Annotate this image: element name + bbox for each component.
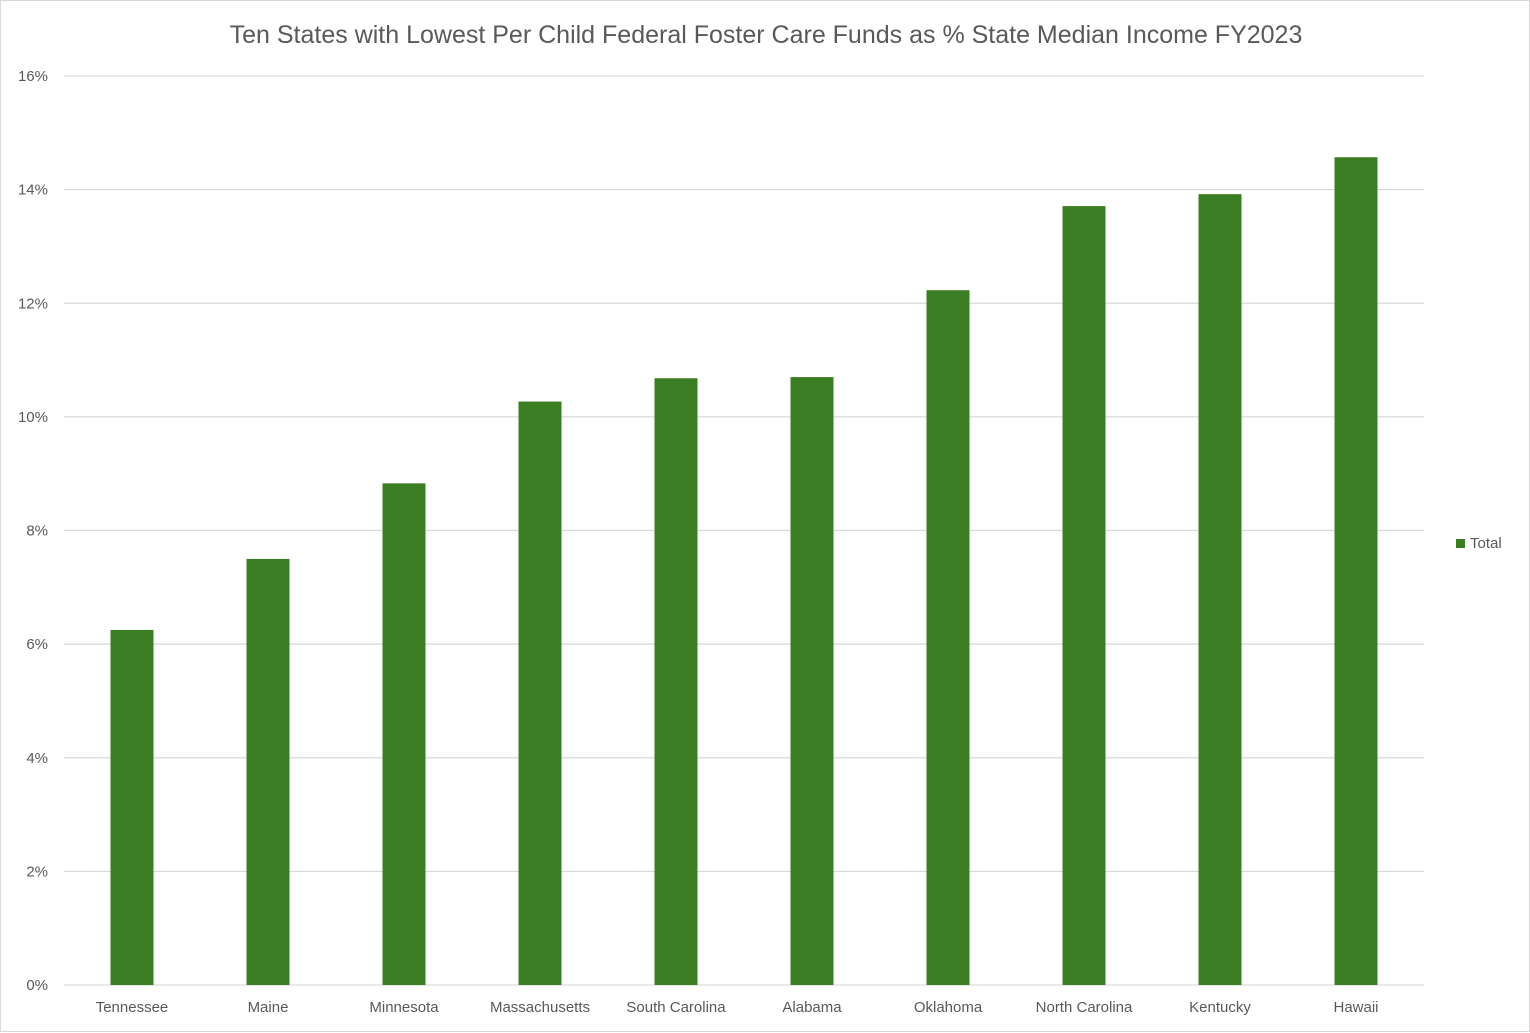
bar-north-carolina — [1062, 206, 1106, 985]
bar-tennessee — [110, 629, 154, 985]
x-tick-label: South Carolina — [626, 999, 726, 1016]
bar-oklahoma — [926, 290, 970, 986]
x-tick-label: Oklahoma — [914, 999, 983, 1016]
y-tick-label: 8% — [26, 523, 48, 540]
x-tick-label: North Carolina — [1036, 999, 1133, 1016]
x-tick-label: Tennessee — [96, 999, 169, 1016]
bar-massachusetts — [518, 401, 562, 985]
y-axis-ticks: 0% 2% 4% 6% 8% 10% 12% 14% 16% — [18, 68, 48, 994]
y-tick-label: 10% — [18, 409, 48, 426]
y-tick-label: 16% — [18, 68, 48, 85]
x-tick-label: Alabama — [782, 999, 842, 1016]
y-tick-label: 14% — [18, 182, 48, 199]
bar-minnesota — [382, 483, 426, 985]
bar-kentucky — [1198, 194, 1242, 986]
y-tick-label: 4% — [26, 750, 48, 767]
y-tick-label: 0% — [26, 977, 48, 994]
legend: Total — [1456, 535, 1502, 552]
x-axis-ticks: Tennessee Maine Minnesota Massachusetts Sout… — [96, 999, 1379, 1016]
x-tick-label: Massachusetts — [490, 999, 590, 1016]
y-tick-label: 2% — [26, 863, 48, 880]
legend-label: Total — [1470, 535, 1502, 552]
bar-hawaii — [1334, 157, 1378, 985]
bar-maine — [246, 558, 290, 985]
bar-alabama — [790, 377, 834, 985]
y-tick-label: 6% — [26, 636, 48, 653]
bar-south-carolina — [654, 378, 698, 985]
bars — [110, 157, 1378, 986]
legend-swatch — [1456, 539, 1465, 548]
y-tick-label: 12% — [18, 295, 48, 312]
gridlines — [64, 75, 1424, 986]
chart-title: Ten States with Lowest Per Child Federal… — [230, 21, 1303, 49]
x-tick-label: Kentucky — [1189, 999, 1251, 1016]
x-tick-label: Minnesota — [369, 999, 439, 1016]
x-tick-label: Maine — [248, 999, 289, 1016]
x-tick-label: Hawaii — [1333, 999, 1378, 1016]
